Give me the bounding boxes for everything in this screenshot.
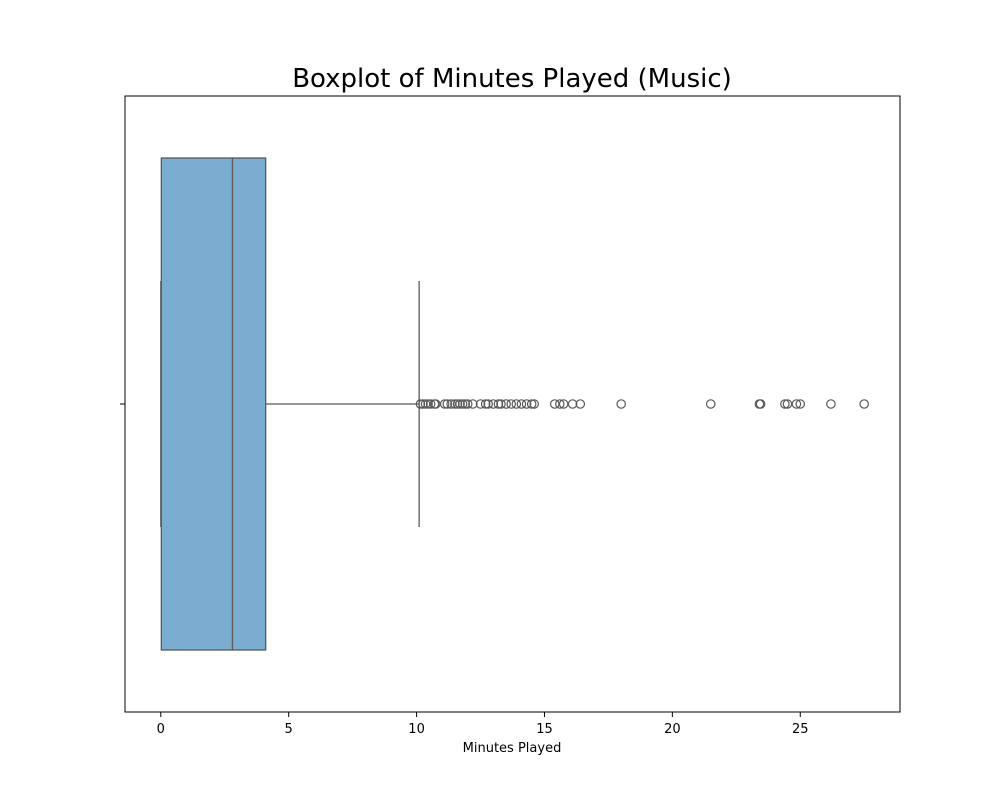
outlier-point	[475, 399, 486, 409]
outlier-point	[418, 399, 428, 409]
outlier-point	[755, 399, 766, 409]
outlier-point	[511, 399, 522, 409]
outlier-point	[480, 399, 491, 409]
outlier-point	[575, 399, 586, 409]
iqr-box	[160, 157, 267, 651]
outlier-point	[493, 399, 504, 409]
outlier-point	[521, 399, 532, 409]
outlier-point	[516, 399, 527, 409]
x-axis-label: Minutes Played	[463, 741, 562, 756]
outlier-point	[483, 399, 494, 409]
outlier-point	[450, 399, 460, 409]
outlier-point	[496, 399, 506, 409]
x-tick-label: 10	[408, 722, 425, 737]
outlier-point	[455, 399, 465, 409]
chart-title: Boxplot of Minutes Played (Music)	[292, 64, 732, 94]
outlier-point	[555, 399, 565, 409]
outlier-point	[460, 399, 470, 409]
x-tick-label: 5	[285, 722, 293, 737]
outlier-point	[616, 399, 627, 409]
outlier-point	[415, 399, 426, 409]
x-tick-label: 0	[157, 722, 165, 737]
outlier-point	[439, 399, 450, 409]
outlier-point	[488, 399, 499, 409]
x-tick-label: 15	[536, 722, 553, 737]
x-axis: 0 5 10 15 20 25	[157, 712, 809, 737]
outlier-point	[826, 399, 836, 409]
outlier-point	[425, 399, 436, 409]
outlier-point	[468, 399, 478, 409]
chart-marks	[160, 157, 869, 651]
outlier-point	[457, 399, 468, 409]
x-tick-label: 20	[664, 722, 681, 737]
outlier-point	[506, 399, 517, 409]
outlier-point	[859, 399, 869, 409]
outlier-point	[526, 399, 537, 409]
x-tick-label: 25	[792, 722, 809, 737]
outlier-point	[501, 399, 511, 409]
outlier-point	[442, 399, 453, 409]
outlier-point	[462, 399, 473, 409]
outlier-point	[795, 399, 806, 409]
outlier-point	[529, 399, 540, 409]
outlier-point	[791, 399, 802, 409]
outlier-point	[567, 399, 578, 409]
outlier-point	[452, 399, 463, 409]
outlier-point	[780, 399, 790, 409]
outlier-point	[705, 399, 716, 409]
outlier-point	[423, 399, 433, 409]
